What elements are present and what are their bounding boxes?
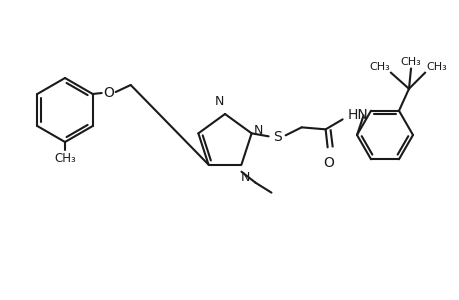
Text: N: N	[214, 95, 223, 108]
Text: CH₃: CH₃	[425, 62, 446, 72]
Text: O: O	[323, 156, 333, 170]
Text: N: N	[240, 171, 250, 184]
Text: HN: HN	[347, 108, 368, 122]
Text: CH₃: CH₃	[54, 152, 76, 165]
Text: CH₃: CH₃	[400, 57, 420, 67]
Text: CH₃: CH₃	[369, 62, 389, 72]
Text: S: S	[273, 130, 281, 144]
Text: N: N	[253, 124, 263, 137]
Text: O: O	[103, 86, 114, 100]
